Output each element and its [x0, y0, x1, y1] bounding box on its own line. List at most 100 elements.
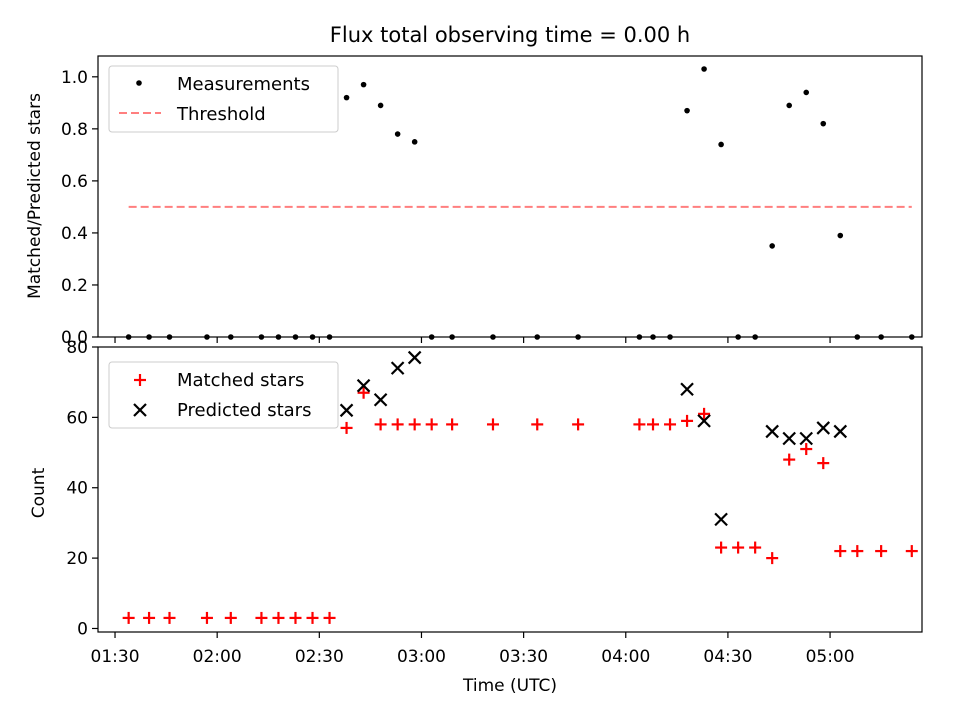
- x-tick-label: 04:00: [601, 647, 650, 667]
- matched-star-point: [255, 611, 268, 624]
- bottom-legend: Matched stars Predicted stars: [108, 361, 339, 429]
- matched-star-point: [905, 545, 918, 558]
- bottom-y-ticks: 0 20 40 60 80: [66, 338, 98, 639]
- matched-star-point: [391, 418, 404, 431]
- predicted-star-point: [680, 382, 694, 397]
- bottom-x-ticks: 01:30 02:00 02:30 03:00 03:30 04:00 04:30 05:00: [91, 632, 855, 667]
- matched-star-point: [122, 611, 135, 624]
- measurement-point: [837, 232, 844, 239]
- top-y-ticks: 0.0 0.2 0.4 0.6 0.8 1.0: [61, 68, 98, 348]
- matched-star-point: [875, 545, 888, 558]
- predicted-star-point: [390, 361, 405, 375]
- matched-star-point: [851, 545, 864, 558]
- x-tick-label: 04:30: [703, 647, 752, 667]
- matched-star-point: [766, 552, 779, 565]
- predicted-star-point: [833, 424, 848, 439]
- legend-predicted-label: Predicted stars: [177, 400, 311, 421]
- matched-star-point: [306, 611, 319, 624]
- matched-star-point: [783, 453, 796, 466]
- bottom-legend-box: [108, 361, 339, 429]
- top-y-axis-label: Matched/Predicted stars: [25, 93, 45, 299]
- predicted-star-point: [697, 414, 711, 428]
- matched-star-point: [224, 611, 237, 624]
- matched-star-point: [732, 541, 745, 554]
- x-tick-label: 01:30: [91, 647, 140, 667]
- matched-star-point: [446, 418, 459, 431]
- x-tick-label: 03:30: [499, 647, 548, 667]
- measurement-point: [377, 102, 384, 109]
- legend-measurements-marker: [136, 80, 142, 86]
- bottom-y-tick-label: 80: [66, 338, 88, 358]
- matched-star-point: [163, 611, 176, 624]
- legend-threshold-label: Threshold: [176, 104, 266, 125]
- predicted-star-point: [407, 350, 422, 365]
- top-legend: Measurements Threshold: [108, 65, 339, 133]
- bottom-axes-frame: [97, 346, 923, 633]
- x-tick-label: 03:00: [397, 647, 446, 667]
- legend-predicted-marker: [133, 403, 147, 417]
- matched-star-point: [531, 418, 544, 431]
- top-y-tick-label: 0.4: [61, 224, 88, 244]
- matched-star-point: [323, 611, 336, 624]
- measurement-point: [820, 120, 827, 127]
- bottom-y-tick-label: 0: [77, 619, 88, 639]
- predicted-star-point: [373, 392, 388, 407]
- top-y-tick-label: 0.0: [61, 328, 88, 348]
- legend-measurements-label: Measurements: [177, 74, 310, 95]
- matched-star-point: [715, 541, 728, 554]
- top-axes-frame: [97, 55, 923, 338]
- matched-star-point: [272, 611, 285, 624]
- bottom-axes: Count 0 20 40 60 80 01:30 02:00 02:30 03:00 03:3…: [29, 338, 923, 696]
- measurement-point: [718, 141, 724, 148]
- predicted-star-point: [799, 431, 814, 446]
- predicted-star-point: [782, 431, 796, 446]
- measurement-point: [343, 94, 350, 101]
- top-x-ticks: [114, 337, 831, 343]
- matched-star-point: [340, 421, 353, 434]
- top-axes: Matched/Predicted stars 0.0 0.2 0.4 0.6 0.8 1…: [25, 55, 923, 348]
- bottom-plot-area: [122, 350, 918, 624]
- matched-star-point: [698, 407, 711, 420]
- predicted-star-point: [765, 424, 779, 439]
- matched-star-point: [681, 414, 694, 427]
- predicted-star-point: [816, 421, 831, 435]
- x-axis-label: Time (UTC): [462, 676, 557, 696]
- matched-star-point: [800, 443, 813, 456]
- matched-star-point: [817, 457, 830, 470]
- matched-star-point: [647, 418, 660, 431]
- x-tick-label: 05:00: [806, 647, 855, 667]
- predicted-star-point: [339, 403, 354, 418]
- top-y-tick-label: 1.0: [61, 68, 88, 88]
- legend-matched-marker: [134, 374, 146, 386]
- predicted-star-point: [356, 378, 371, 393]
- chart-title: Flux total observing time = 0.00 h: [330, 23, 690, 47]
- measurement-point: [701, 66, 707, 72]
- matched-star-point: [834, 545, 847, 558]
- measurement-point: [769, 243, 775, 249]
- top-y-tick-label: 0.2: [61, 276, 88, 296]
- bottom-y-tick-label: 20: [66, 549, 88, 569]
- measurement-point: [786, 102, 793, 109]
- measurement-point: [684, 107, 690, 114]
- matched-star-point: [633, 418, 646, 431]
- predicted-star-point: [714, 512, 728, 527]
- bottom-y-tick-label: 40: [66, 479, 88, 499]
- matched-star-point: [200, 611, 213, 624]
- matched-star-point: [664, 418, 677, 431]
- x-tick-label: 02:00: [193, 647, 242, 667]
- matched-star-point: [289, 611, 302, 624]
- matched-star-point: [143, 611, 156, 624]
- matched-star-point: [749, 541, 762, 554]
- bottom-y-tick-label: 60: [66, 408, 88, 428]
- measurement-point: [394, 131, 401, 137]
- x-tick-label: 02:30: [295, 647, 344, 667]
- matched-star-point: [357, 386, 370, 399]
- matched-star-point: [374, 418, 387, 431]
- bottom-y-axis-label: Count: [29, 467, 49, 518]
- top-y-tick-label: 0.8: [61, 120, 88, 140]
- matched-star-point: [486, 418, 499, 431]
- top-y-tick-label: 0.6: [61, 172, 88, 192]
- matched-star-point: [408, 418, 421, 431]
- matched-star-point: [425, 418, 438, 431]
